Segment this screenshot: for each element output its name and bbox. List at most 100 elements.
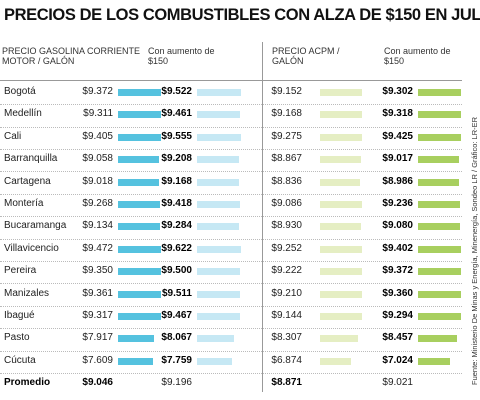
value-label: $9.294 xyxy=(382,310,413,321)
value-label: $8.867 xyxy=(271,153,302,165)
row-separator xyxy=(0,328,462,330)
city-label: Cali xyxy=(4,130,22,142)
row-separator xyxy=(0,283,462,285)
value-label: $9.017 xyxy=(382,153,413,165)
bar xyxy=(320,223,361,231)
bar xyxy=(197,89,241,96)
value-label: $9.236 xyxy=(382,198,413,209)
value-label: $9.500 xyxy=(161,265,192,277)
value-label: $9.350 xyxy=(82,265,113,277)
bar xyxy=(118,201,161,208)
bar xyxy=(320,178,361,186)
average-value: $9.196 xyxy=(161,377,192,389)
bar xyxy=(418,268,461,276)
average-label: Promedio xyxy=(4,377,51,389)
bar xyxy=(118,245,162,253)
value-label: $7.609 xyxy=(82,354,113,366)
value-label: $9.210 xyxy=(271,287,302,299)
bar xyxy=(197,245,241,253)
row-separator xyxy=(0,238,462,240)
column-header: Con aumento de $150 xyxy=(148,46,215,66)
value-label: $9.405 xyxy=(82,130,113,142)
value-label: $9.311 xyxy=(83,108,113,120)
bar xyxy=(118,111,161,119)
bar xyxy=(118,156,160,164)
bar xyxy=(418,89,461,96)
bar xyxy=(118,357,153,365)
bar xyxy=(418,111,461,119)
value-label: $9.134 xyxy=(82,220,113,232)
bar xyxy=(320,156,361,164)
bar xyxy=(418,201,461,208)
bar xyxy=(118,335,155,343)
bar xyxy=(118,133,161,141)
value-label: $8.986 xyxy=(382,175,413,187)
value-label: $9.511 xyxy=(161,287,192,299)
value-label: $9.152 xyxy=(271,86,302,97)
source-note: Fuente: Ministerio De Minas y Energía, M… xyxy=(470,116,479,385)
bar xyxy=(418,245,461,253)
value-label: $6.874 xyxy=(271,354,302,366)
row-separator xyxy=(0,305,462,307)
value-label: $9.425 xyxy=(382,130,413,142)
bar xyxy=(197,178,239,186)
value-label: $9.372 xyxy=(382,265,413,277)
value-label: $9.284 xyxy=(161,220,192,232)
value-label: $9.361 xyxy=(82,287,113,299)
city-label: Manizales xyxy=(4,287,50,299)
chart-title: PRECIOS DE LOS COMBUSTIBLES CON ALZA DE … xyxy=(4,6,480,24)
bar xyxy=(197,111,241,119)
value-label: $7.759 xyxy=(161,354,192,366)
column-header: PRECIO GASOLINA CORRIENTE MOTOR / GALÓN xyxy=(2,46,141,66)
value-label: $9.208 xyxy=(161,153,192,165)
bar xyxy=(197,290,241,298)
value-label: $7.024 xyxy=(382,354,413,366)
row-separator xyxy=(0,373,462,374)
column-header: Con aumento de $150 xyxy=(384,46,451,66)
row-separator xyxy=(0,171,462,173)
bar xyxy=(320,89,362,96)
value-label: $9.018 xyxy=(82,175,113,187)
row-separator xyxy=(0,261,462,262)
bar xyxy=(320,111,362,119)
value-label: $9.268 xyxy=(82,198,113,209)
value-label: $9.318 xyxy=(382,108,413,120)
value-label: $9.418 xyxy=(161,198,192,209)
row-separator xyxy=(0,149,462,150)
value-label: $9.461 xyxy=(161,108,192,120)
bar xyxy=(320,201,362,208)
value-label: $7.917 xyxy=(82,332,113,344)
city-label: Barranquilla xyxy=(4,153,58,165)
bar xyxy=(118,89,161,96)
value-label: $9.222 xyxy=(271,265,302,277)
bar xyxy=(418,178,460,186)
value-label: $9.472 xyxy=(82,242,113,254)
bar xyxy=(418,290,461,298)
row-separator xyxy=(0,104,462,106)
bar xyxy=(118,313,161,320)
value-label: $8.457 xyxy=(382,332,413,344)
city-label: Pereira xyxy=(4,265,37,277)
value-label: $8.067 xyxy=(161,332,192,344)
bar xyxy=(320,290,363,298)
value-label: $9.058 xyxy=(82,153,113,165)
bar xyxy=(118,178,160,186)
value-label: $9.144 xyxy=(271,310,302,321)
value-label: $9.168 xyxy=(271,108,302,120)
value-label: $9.252 xyxy=(271,242,302,254)
bar xyxy=(118,290,161,298)
value-label: $8.836 xyxy=(271,175,302,187)
bar xyxy=(197,335,234,343)
row-separator xyxy=(0,193,462,195)
city-label: Pasto xyxy=(4,332,30,344)
bar xyxy=(197,268,241,276)
bar xyxy=(418,335,457,343)
value-label: $9.317 xyxy=(82,310,113,321)
value-label: $9.372 xyxy=(82,86,113,97)
value-label: $9.275 xyxy=(271,130,302,142)
bar xyxy=(418,357,451,365)
value-label: $9.522 xyxy=(161,86,192,97)
bar xyxy=(320,268,363,276)
value-label: $9.402 xyxy=(382,242,413,254)
